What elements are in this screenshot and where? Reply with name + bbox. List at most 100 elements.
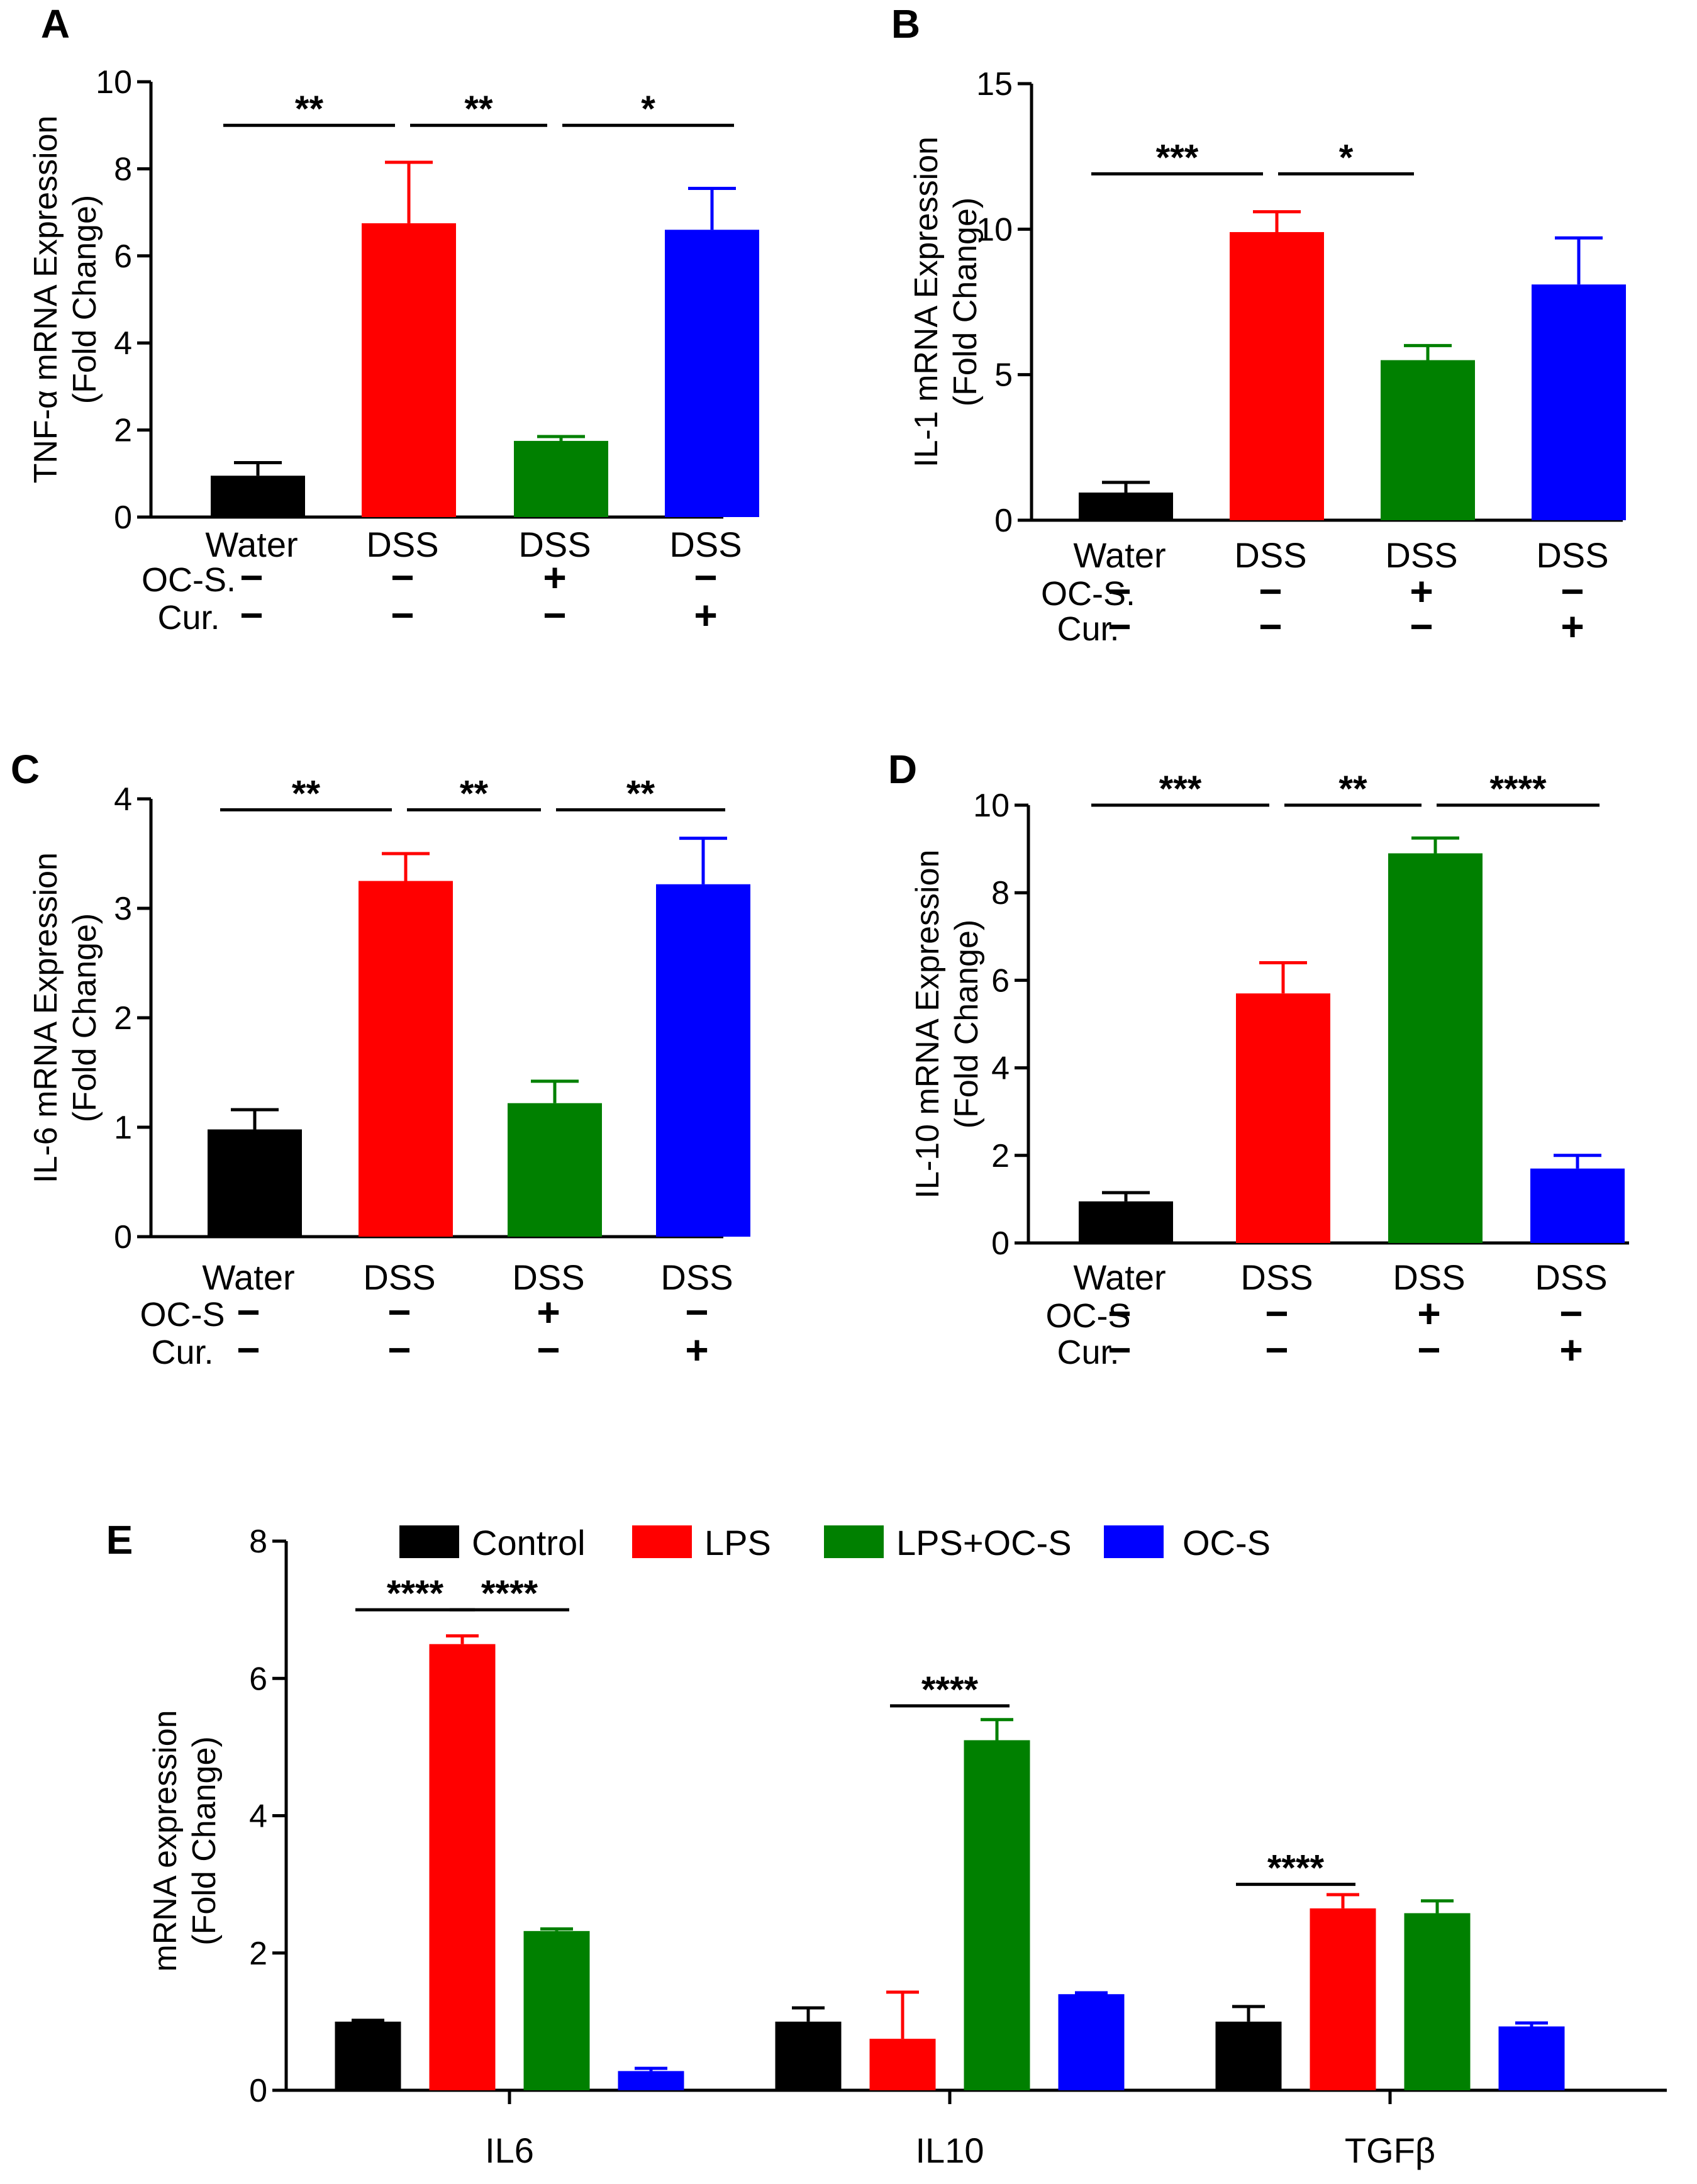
panel-d-condition-sign: − [1417, 1327, 1440, 1373]
panel-a-condition-sign: − [543, 593, 566, 638]
panel-d-bar [1388, 853, 1483, 1243]
panel-b-condition-label: Cur. [1057, 610, 1119, 648]
panel-c-y-tick-label: 0 [114, 1219, 132, 1256]
panel-b-condition-sign: − [1259, 569, 1282, 614]
panel-e-y-tick-label: 8 [249, 1524, 267, 1560]
panel-a-category-label: DSS [366, 525, 438, 564]
panel-c-y-tick-label: 2 [114, 1000, 132, 1037]
panel-d-condition-label: Cur. [1057, 1334, 1119, 1371]
panel-a-condition-sign: + [694, 593, 717, 638]
panel-a-condition-sign: − [240, 555, 263, 600]
panel-e-y-label-line1: mRNA expression [147, 1710, 184, 1971]
panel-e-bar [1310, 1908, 1376, 2090]
panel-c-significance-label: ** [626, 773, 655, 814]
panel-a-y-tick-label: 8 [114, 151, 132, 187]
panel-a-category-label: DSS [669, 525, 742, 564]
panel-e-legend-label: LPS [704, 1523, 771, 1563]
panel-a-y-tick-label: 2 [114, 413, 132, 449]
panel-b-y-tick-label: 5 [994, 357, 1013, 394]
panel-e-label: E [106, 1517, 133, 1563]
panel-c-condition-label: OC-S [140, 1296, 225, 1334]
panel-c-bar [359, 881, 453, 1237]
panel-b-bar [1230, 231, 1324, 520]
panel-e-bar [869, 2039, 936, 2090]
panel-b-label: B [891, 1, 920, 47]
panel-e-significance-label: **** [387, 1573, 444, 1614]
panel-d-y-tick-label: 4 [991, 1050, 1010, 1087]
panel-e-bar [1404, 1913, 1471, 2090]
panel-e-bar [1058, 1994, 1125, 2090]
panel-e-y-tick-label: 4 [249, 1798, 267, 1835]
panel-b-y-label-line1: IL-1 mRNA Expression [908, 136, 945, 467]
panel-d-condition-sign: + [1417, 1291, 1440, 1336]
panel-a-bar [211, 476, 305, 517]
panel-d-y-tick-label: 2 [991, 1138, 1010, 1174]
panel-a-y-tick-label: 0 [114, 499, 132, 536]
panel-c-category-label: Water [202, 1257, 294, 1297]
panel-b-y-tick-label: 0 [994, 503, 1013, 539]
panel-e-bar [775, 2021, 842, 2090]
panel-c-label: C [11, 747, 40, 792]
panel-a-label: A [41, 1, 70, 47]
panel-a-y-tick-label: 4 [114, 325, 132, 362]
panel-c-bar [656, 884, 750, 1237]
panel-e-legend-label: OC-S [1182, 1523, 1271, 1563]
panel-b-condition-label: OC-S. [1041, 575, 1135, 613]
panel-c-condition-sign: − [236, 1327, 260, 1373]
panel-e-bar [523, 1930, 590, 2090]
panel-c-y-tick-label: 3 [114, 891, 132, 927]
panel-d-label: D [888, 747, 917, 792]
panel-d-condition-sign: − [1108, 1327, 1131, 1373]
panel-c-category-label: DSS [363, 1257, 435, 1297]
panel-d-category-label: DSS [1535, 1257, 1607, 1297]
panel-a-category-label: DSS [518, 525, 591, 564]
panel-b-bar [1079, 493, 1173, 520]
panel-e-bar [335, 2021, 401, 2090]
panel-c-y-label-line1: IL-6 mRNA Expression [28, 852, 64, 1183]
panel-d-condition-sign: + [1559, 1327, 1583, 1373]
panel-a-category-label: Water [205, 525, 298, 564]
panel-b-category-label: DSS [1385, 535, 1457, 575]
panel-c-bar [508, 1103, 602, 1237]
panel-d-condition-sign: − [1265, 1291, 1288, 1336]
panel-e-category-label: TGFβ [1345, 2131, 1435, 2170]
panel-a-bar [514, 440, 608, 517]
panel-b-bar [1381, 360, 1475, 520]
panel-e-bar [429, 1644, 496, 2090]
panel-e-y-tick-label: 0 [249, 2073, 267, 2109]
panel-d-y-tick-label: 8 [991, 875, 1010, 911]
panel-d-condition-sign: − [1559, 1291, 1583, 1336]
panel-b-condition-sign: − [1561, 569, 1584, 614]
panel-d-bar [1530, 1168, 1625, 1243]
panel-b-condition-sign: + [1410, 569, 1433, 614]
panel-e-legend-swatch [399, 1525, 459, 1558]
panel-a-bar [665, 230, 759, 517]
panel-b-condition-sign: + [1561, 604, 1584, 649]
panel-c-condition-sign: + [685, 1327, 708, 1373]
panel-d-bar [1236, 993, 1330, 1243]
panel-b-condition-sign: − [1108, 604, 1131, 649]
panel-a-condition-sign: − [694, 555, 717, 600]
panel-e-category-label: IL6 [485, 2131, 534, 2170]
panel-b-condition-sign: − [1259, 604, 1282, 649]
panel-d-y-label-line1: IL-10 mRNA Expression [910, 850, 946, 1199]
panel-b-category-label: DSS [1234, 535, 1306, 575]
panel-e-bar [1498, 2026, 1565, 2090]
panel-e-significance-label: **** [481, 1573, 538, 1614]
panel-d-category-label: DSS [1393, 1257, 1465, 1297]
panel-d-y-tick-label: 6 [991, 962, 1010, 999]
panel-a-condition-label: OC-S. [142, 561, 236, 599]
panel-d-y-tick-label: 10 [973, 788, 1010, 824]
panel-b-y-label-line2: (Fold Change) [947, 198, 984, 406]
panel-e-y-label-line2: (Fold Change) [186, 1736, 223, 1945]
panel-d-category-label: DSS [1240, 1257, 1313, 1297]
panel-e-legend-label: LPS+OC-S [896, 1523, 1072, 1563]
panel-e-y-tick-label: 2 [249, 1936, 267, 1972]
panel-c-condition-sign: − [685, 1290, 708, 1335]
panel-c-y-axis-title: IL-6 mRNA Expression (Fold Change) [28, 852, 103, 1183]
panel-e-bar [618, 2071, 684, 2090]
panel-a-condition-label: Cur. [157, 599, 220, 637]
panel-a-condition-sign: − [391, 593, 414, 638]
panel-c-condition-label: Cur. [151, 1334, 213, 1371]
